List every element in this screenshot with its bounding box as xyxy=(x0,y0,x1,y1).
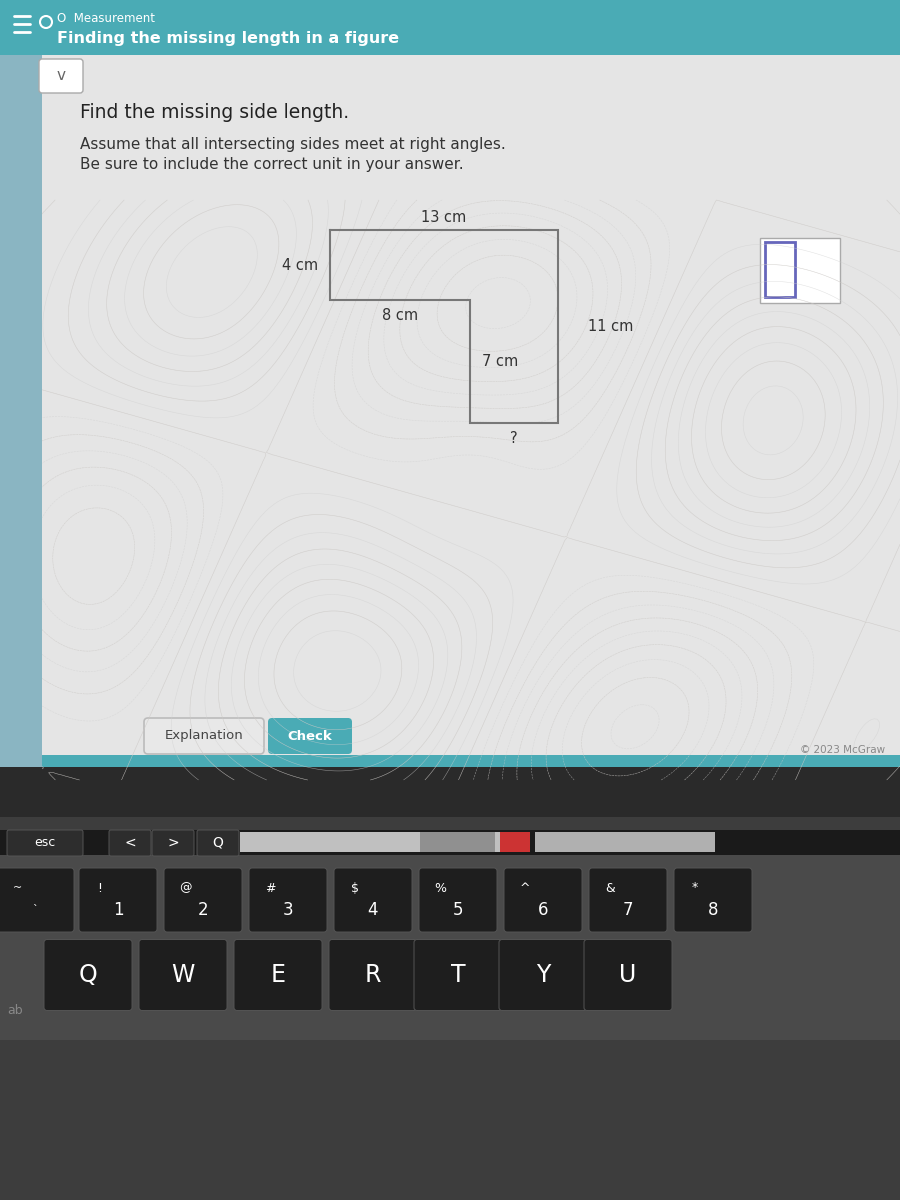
FancyBboxPatch shape xyxy=(334,868,412,932)
FancyBboxPatch shape xyxy=(0,868,74,932)
Text: %: % xyxy=(434,882,446,894)
Text: Finding the missing length in a figure: Finding the missing length in a figure xyxy=(57,30,399,46)
FancyBboxPatch shape xyxy=(152,830,194,856)
Text: Q: Q xyxy=(212,836,223,850)
FancyBboxPatch shape xyxy=(164,868,242,932)
Text: Check: Check xyxy=(288,730,332,743)
Text: Be sure to include the correct unit in your answer.: Be sure to include the correct unit in y… xyxy=(80,157,464,173)
Bar xyxy=(0,1040,900,1200)
Text: Y: Y xyxy=(536,962,550,986)
Text: <: < xyxy=(124,836,136,850)
Text: U: U xyxy=(619,962,636,986)
Text: 5: 5 xyxy=(453,901,464,919)
FancyBboxPatch shape xyxy=(589,868,667,932)
FancyBboxPatch shape xyxy=(109,830,151,856)
FancyBboxPatch shape xyxy=(268,718,352,754)
Text: ab: ab xyxy=(7,1003,22,1016)
FancyBboxPatch shape xyxy=(414,940,502,1010)
Text: 11 cm: 11 cm xyxy=(588,319,633,334)
Bar xyxy=(42,55,900,775)
FancyBboxPatch shape xyxy=(39,59,83,92)
Text: ~: ~ xyxy=(13,883,22,893)
Bar xyxy=(0,0,900,55)
Text: 8: 8 xyxy=(707,901,718,919)
Text: 13 cm: 13 cm xyxy=(421,210,466,224)
FancyBboxPatch shape xyxy=(139,940,227,1010)
FancyBboxPatch shape xyxy=(499,940,587,1010)
Text: O  Measurement: O Measurement xyxy=(57,12,155,24)
Text: *: * xyxy=(692,882,698,894)
FancyBboxPatch shape xyxy=(674,868,752,932)
Text: Find the missing side length.: Find the missing side length. xyxy=(80,102,349,121)
Bar xyxy=(0,767,900,817)
Text: 8 cm: 8 cm xyxy=(382,308,418,324)
Text: ^: ^ xyxy=(520,882,530,894)
FancyBboxPatch shape xyxy=(329,940,417,1010)
FancyBboxPatch shape xyxy=(249,868,327,932)
Text: © 2023 McGraw: © 2023 McGraw xyxy=(800,745,885,755)
Text: 7 cm: 7 cm xyxy=(482,354,518,368)
Text: W: W xyxy=(171,962,194,986)
Text: &: & xyxy=(605,882,615,894)
Text: T: T xyxy=(451,962,465,986)
Text: 7: 7 xyxy=(623,901,634,919)
FancyBboxPatch shape xyxy=(197,830,239,856)
FancyBboxPatch shape xyxy=(584,940,672,1010)
Text: `: ` xyxy=(32,905,38,914)
Text: !: ! xyxy=(97,882,103,894)
FancyBboxPatch shape xyxy=(419,868,497,932)
Bar xyxy=(240,832,520,852)
Bar xyxy=(500,832,530,852)
Text: 3: 3 xyxy=(283,901,293,919)
FancyBboxPatch shape xyxy=(234,940,322,1010)
Bar xyxy=(0,817,900,1200)
FancyBboxPatch shape xyxy=(44,940,132,1010)
Text: 4 cm: 4 cm xyxy=(282,258,318,272)
Text: $: $ xyxy=(351,882,359,894)
FancyBboxPatch shape xyxy=(79,868,157,932)
Bar xyxy=(535,832,715,852)
Bar xyxy=(0,0,900,790)
FancyBboxPatch shape xyxy=(504,868,582,932)
Bar xyxy=(0,830,900,854)
Text: >: > xyxy=(167,836,179,850)
Text: Explanation: Explanation xyxy=(165,730,243,743)
Text: 6: 6 xyxy=(538,901,548,919)
Text: @: @ xyxy=(179,882,191,894)
Bar xyxy=(420,832,495,852)
Bar xyxy=(0,55,42,790)
Bar xyxy=(760,238,840,302)
FancyBboxPatch shape xyxy=(7,830,83,856)
Text: 1: 1 xyxy=(112,901,123,919)
Text: R: R xyxy=(364,962,382,986)
Text: 4: 4 xyxy=(368,901,378,919)
Text: v: v xyxy=(57,68,66,84)
FancyBboxPatch shape xyxy=(144,718,264,754)
Bar xyxy=(765,242,795,296)
Text: E: E xyxy=(271,962,285,986)
Bar xyxy=(0,830,900,1200)
Text: ?: ? xyxy=(510,431,518,446)
Text: #: # xyxy=(265,882,275,894)
Text: esc: esc xyxy=(34,836,56,850)
Text: Assume that all intersecting sides meet at right angles.: Assume that all intersecting sides meet … xyxy=(80,138,506,152)
Text: 2: 2 xyxy=(198,901,208,919)
Bar xyxy=(42,755,900,767)
Text: Q: Q xyxy=(78,962,97,986)
